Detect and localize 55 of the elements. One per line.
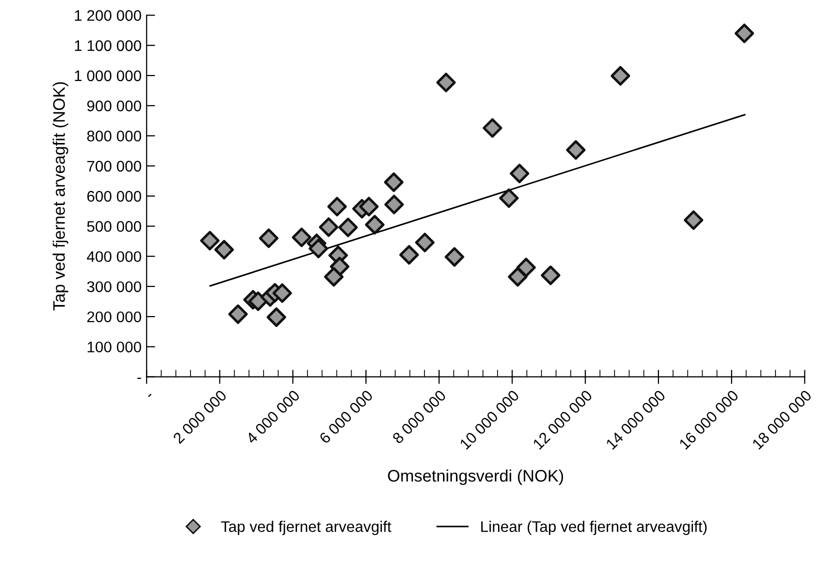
x-tick-label: 2 000 000 [172, 389, 228, 444]
point [318, 217, 338, 237]
point [444, 247, 464, 267]
point [566, 140, 586, 160]
y-tick-label: 400 000 [86, 251, 142, 262]
point [359, 196, 379, 216]
point [200, 230, 220, 250]
x-tick-label: 8 000 000 [392, 389, 447, 444]
x-tick-label: 16 000 000 [678, 389, 740, 450]
x-axis-title: Omsetningsverdi (NOK) [388, 469, 564, 485]
legend-label: Linear (Tap ved fjernet arveavgift) [481, 520, 707, 536]
point [540, 266, 560, 286]
point [610, 66, 630, 86]
point [734, 24, 754, 44]
point [684, 210, 704, 230]
legend-label: Tap ved fjernet arveavgift [221, 520, 392, 536]
point [258, 228, 278, 248]
point [399, 245, 419, 265]
y-tick-label: 800 000 [87, 130, 142, 142]
y-tick-label: 900 000 [87, 100, 142, 112]
point [272, 283, 292, 303]
x-tick-label: 4 000 000 [245, 389, 300, 444]
y-tick-label: 1 200 000 [74, 10, 142, 21]
point [499, 188, 519, 208]
y-tick-label: 600 000 [87, 190, 142, 202]
point [482, 118, 502, 138]
x-tick-label: 6 000 000 [318, 389, 374, 444]
y-tick-label: 100 000 [88, 342, 142, 352]
x-tick-label: 12 000 000 [532, 389, 593, 450]
x-tick-label: 14 000 000 [605, 389, 666, 450]
y-tick-label: 700 000 [87, 160, 142, 172]
point [338, 218, 358, 238]
x-tick-label: 18 000 000 [752, 389, 812, 450]
y-tick-label: - [137, 378, 142, 379]
point [324, 267, 344, 287]
y-tick-label: 1 000 000 [74, 70, 142, 82]
point [266, 307, 286, 327]
y-tick-label: 200 000 [87, 311, 142, 322]
y-tick-label: 500 000 [87, 221, 142, 232]
point [308, 238, 328, 258]
point [415, 232, 435, 252]
x-tick-label: 10 000 000 [459, 389, 520, 450]
point [327, 196, 347, 216]
point [214, 240, 234, 260]
point [228, 304, 248, 324]
y-tick-label: 1 100 000 [74, 40, 142, 52]
y-tick-label: 300 000 [87, 281, 142, 292]
y-axis-title: Tap ved fjernet arveagfit (NOK) [52, 82, 68, 311]
point [384, 172, 404, 192]
point [364, 214, 384, 234]
point [436, 72, 456, 92]
point [292, 228, 312, 248]
point [508, 267, 528, 287]
point [384, 194, 404, 214]
point [510, 164, 530, 184]
